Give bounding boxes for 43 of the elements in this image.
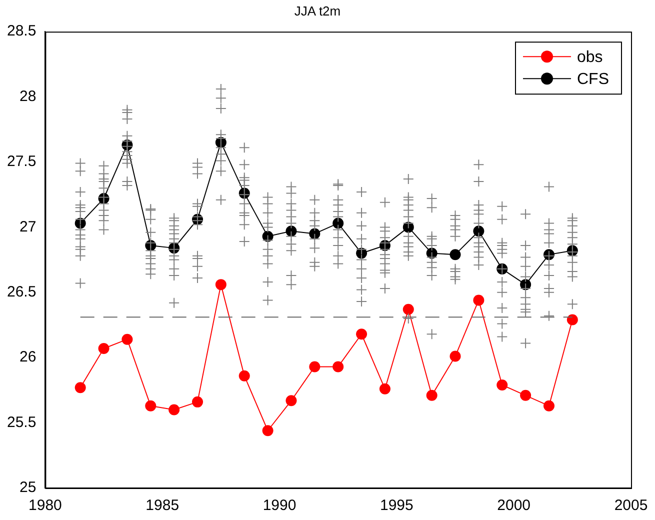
legend-label: CFS [577,71,609,88]
point [262,425,274,436]
point [309,361,320,372]
y-tick-label: 26.5 [6,284,36,301]
y-tick-label: 26 [20,348,36,366]
point [473,226,484,237]
point [473,294,484,306]
y-tick-label: 25 [20,479,36,496]
y-tick-label: 28 [20,88,36,105]
legend-label: obs [577,49,603,66]
point [450,350,461,362]
point [192,396,204,408]
x-tick-label: 1985 [146,497,180,514]
x-tick-label: 1990 [262,497,296,514]
point [450,249,461,260]
chart-title: JJA t2m [294,3,341,18]
point [215,279,226,290]
x-tick-label: 1980 [28,497,62,514]
point [122,334,133,345]
point [309,228,320,240]
point [379,383,390,394]
point [145,400,156,412]
point [402,304,414,315]
x-tick-label: 2000 [497,497,531,514]
point [98,342,110,354]
x-tick-label: 1995 [380,497,414,514]
y-tick-label: 27 [20,218,36,236]
y-tick-label: 25.5 [6,414,36,431]
point [168,404,180,416]
point [356,328,368,340]
point [426,390,438,401]
point [74,382,86,394]
point [332,218,344,229]
point [238,370,250,382]
point [286,395,297,406]
y-tick-label: 28.5 [6,22,36,40]
point [543,400,554,412]
point [332,361,344,372]
point [566,314,578,326]
x-tick-label: 2005 [614,497,648,514]
y-tick-label: 27.5 [6,153,36,170]
point [520,390,532,401]
point [496,379,508,390]
